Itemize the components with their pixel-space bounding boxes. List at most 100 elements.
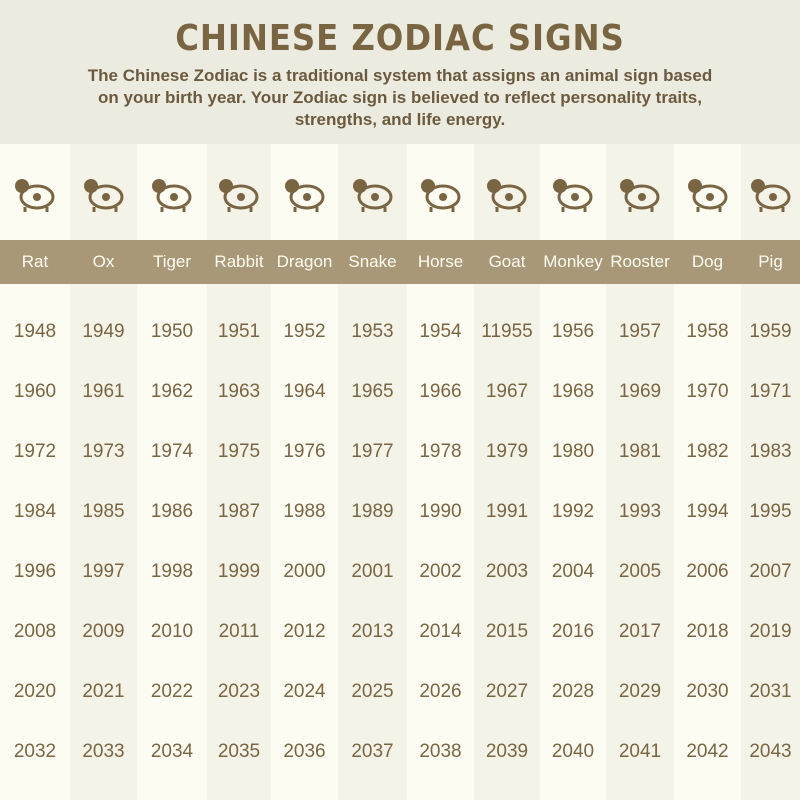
tiger-icon [152, 179, 192, 212]
year-cell: 2024 [283, 681, 326, 702]
goat-icon [487, 179, 527, 212]
year-cell: 2039 [485, 741, 529, 762]
column-ox: Ox 1949 1961 1973 1985 1997 2009 2021 2033 [70, 144, 137, 800]
horse-icon [420, 179, 460, 212]
year-cell: 1972 [13, 441, 57, 462]
year-cell: 2011 [218, 621, 260, 642]
year-cell: 1961 [82, 381, 125, 402]
year-cell: 1976 [283, 441, 326, 462]
year-cell: 1973 [82, 441, 125, 462]
year-cell: 2013 [351, 621, 394, 642]
year-cell: 2027 [485, 681, 529, 702]
sign-name: Dog [674, 240, 741, 284]
year-cell: 1987 [217, 501, 261, 522]
zodiac-table: Rat 1948 1960 1972 1984 1996 2008 2020 2032 Ox 194… [0, 144, 800, 800]
year-cell: 1979 [485, 441, 529, 462]
year-cell: 2032 [13, 741, 57, 762]
year-cell: 1999 [217, 561, 261, 582]
sign-name: Monkey [540, 240, 606, 284]
year-cell: 1982 [686, 441, 729, 462]
year-cell: 1997 [82, 561, 125, 582]
year-cell: 2023 [217, 681, 261, 702]
column-monkey: Monkey 1956 1968 1980 1992 2004 2016 2028 2040 [540, 144, 606, 800]
year-cell: 1989 [351, 501, 394, 522]
snake-icon [352, 179, 392, 212]
year-cell: 2010 [150, 621, 194, 642]
column-rat: Rat 1948 1960 1972 1984 1996 2008 2020 2032 [0, 144, 70, 800]
year-cell: 1974 [150, 441, 194, 462]
year-cell: 2031 [749, 681, 792, 702]
year-cell: 1956 [551, 321, 595, 342]
sign-name: Goat [474, 240, 540, 284]
column-rooster: Rooster 1957 1969 1981 1993 2005 2017 2029 2041 [606, 144, 674, 800]
pig-icon [750, 179, 790, 212]
year-cell: 1960 [13, 381, 57, 402]
year-cell: 2036 [283, 741, 326, 762]
year-cell: 1950 [150, 321, 194, 342]
year-cell: 2042 [686, 741, 729, 762]
year-cell: 1966 [419, 381, 462, 402]
year-cell: 1971 [749, 381, 792, 402]
rabbit-icon [219, 179, 259, 212]
header: CHINESE ZODIAC SIGNS The Chinese Zodiac … [0, 0, 800, 144]
year-cell: 1959 [749, 321, 792, 342]
sign-name: Tiger [137, 240, 207, 284]
sign-name: Horse [407, 240, 474, 284]
sign-name: Pig [741, 240, 800, 284]
year-cell: 2017 [618, 621, 662, 642]
year-cell: 2012 [283, 621, 326, 642]
year-cell: 2033 [82, 741, 125, 762]
rat-icon [15, 179, 55, 212]
sign-name: Rabbit [207, 240, 271, 284]
year-cell: 1965 [351, 381, 394, 402]
year-cell: 2018 [686, 621, 729, 642]
year-cell: 1948 [13, 321, 57, 342]
year-cell: 2005 [618, 561, 662, 582]
year-cell: 1977 [351, 441, 394, 462]
monkey-icon [553, 179, 593, 212]
year-cell: 1980 [551, 441, 595, 462]
year-cell: 1981 [618, 441, 662, 462]
year-cell: 1978 [419, 441, 462, 462]
year-cell: 2006 [686, 561, 729, 582]
year-cell: 2030 [686, 681, 729, 702]
year-cell: 2001 [351, 561, 394, 582]
year-cell: 1984 [13, 501, 57, 522]
year-cell: 2003 [485, 561, 529, 582]
year-cell: 1993 [618, 501, 662, 522]
year-cell: 1951 [217, 321, 261, 342]
year-cell: 1968 [551, 381, 595, 402]
year-cell: 1992 [551, 501, 595, 522]
year-cell: 1952 [283, 321, 326, 342]
year-cell: 2026 [419, 681, 462, 702]
column-horse: Horse 1954 1966 1978 1990 2002 2014 2026 2038 [407, 144, 474, 800]
year-cell: 1975 [217, 441, 261, 462]
year-cell: 1964 [283, 381, 326, 402]
year-cell: 2009 [82, 621, 125, 642]
description: The Chinese Zodiac is a traditional syst… [87, 66, 713, 129]
year-cell: 1958 [686, 321, 729, 342]
year-cell: 2008 [13, 621, 57, 642]
year-cell: 1953 [351, 321, 394, 342]
year-cell: 2002 [419, 561, 462, 582]
sign-name: Rat [0, 240, 70, 284]
year-cell: 1988 [283, 501, 326, 522]
year-cell: 2037 [351, 741, 394, 762]
year-cell: 1954 [419, 321, 462, 342]
year-cell: 2000 [283, 561, 326, 582]
year-cell: 2041 [618, 741, 662, 762]
year-cell: 2014 [419, 621, 462, 642]
year-cell: 1990 [419, 501, 462, 522]
year-cell: 1986 [150, 501, 194, 522]
sign-name: Dragon [271, 240, 338, 284]
year-cell: 1991 [485, 501, 529, 522]
ox-icon [83, 179, 123, 212]
year-cell: 2015 [485, 621, 529, 642]
year-cell: 1957 [618, 321, 662, 342]
year-cell: 1949 [82, 321, 125, 342]
year-cell: 2028 [551, 681, 595, 702]
year-cell: 2034 [150, 741, 194, 762]
column-pig: Pig 1959 1971 1983 1995 2007 2019 2031 2043 [741, 144, 800, 800]
dog-icon [687, 179, 727, 212]
column-snake: Snake 1953 1965 1977 1989 2001 2013 2025 2037 [338, 144, 407, 800]
